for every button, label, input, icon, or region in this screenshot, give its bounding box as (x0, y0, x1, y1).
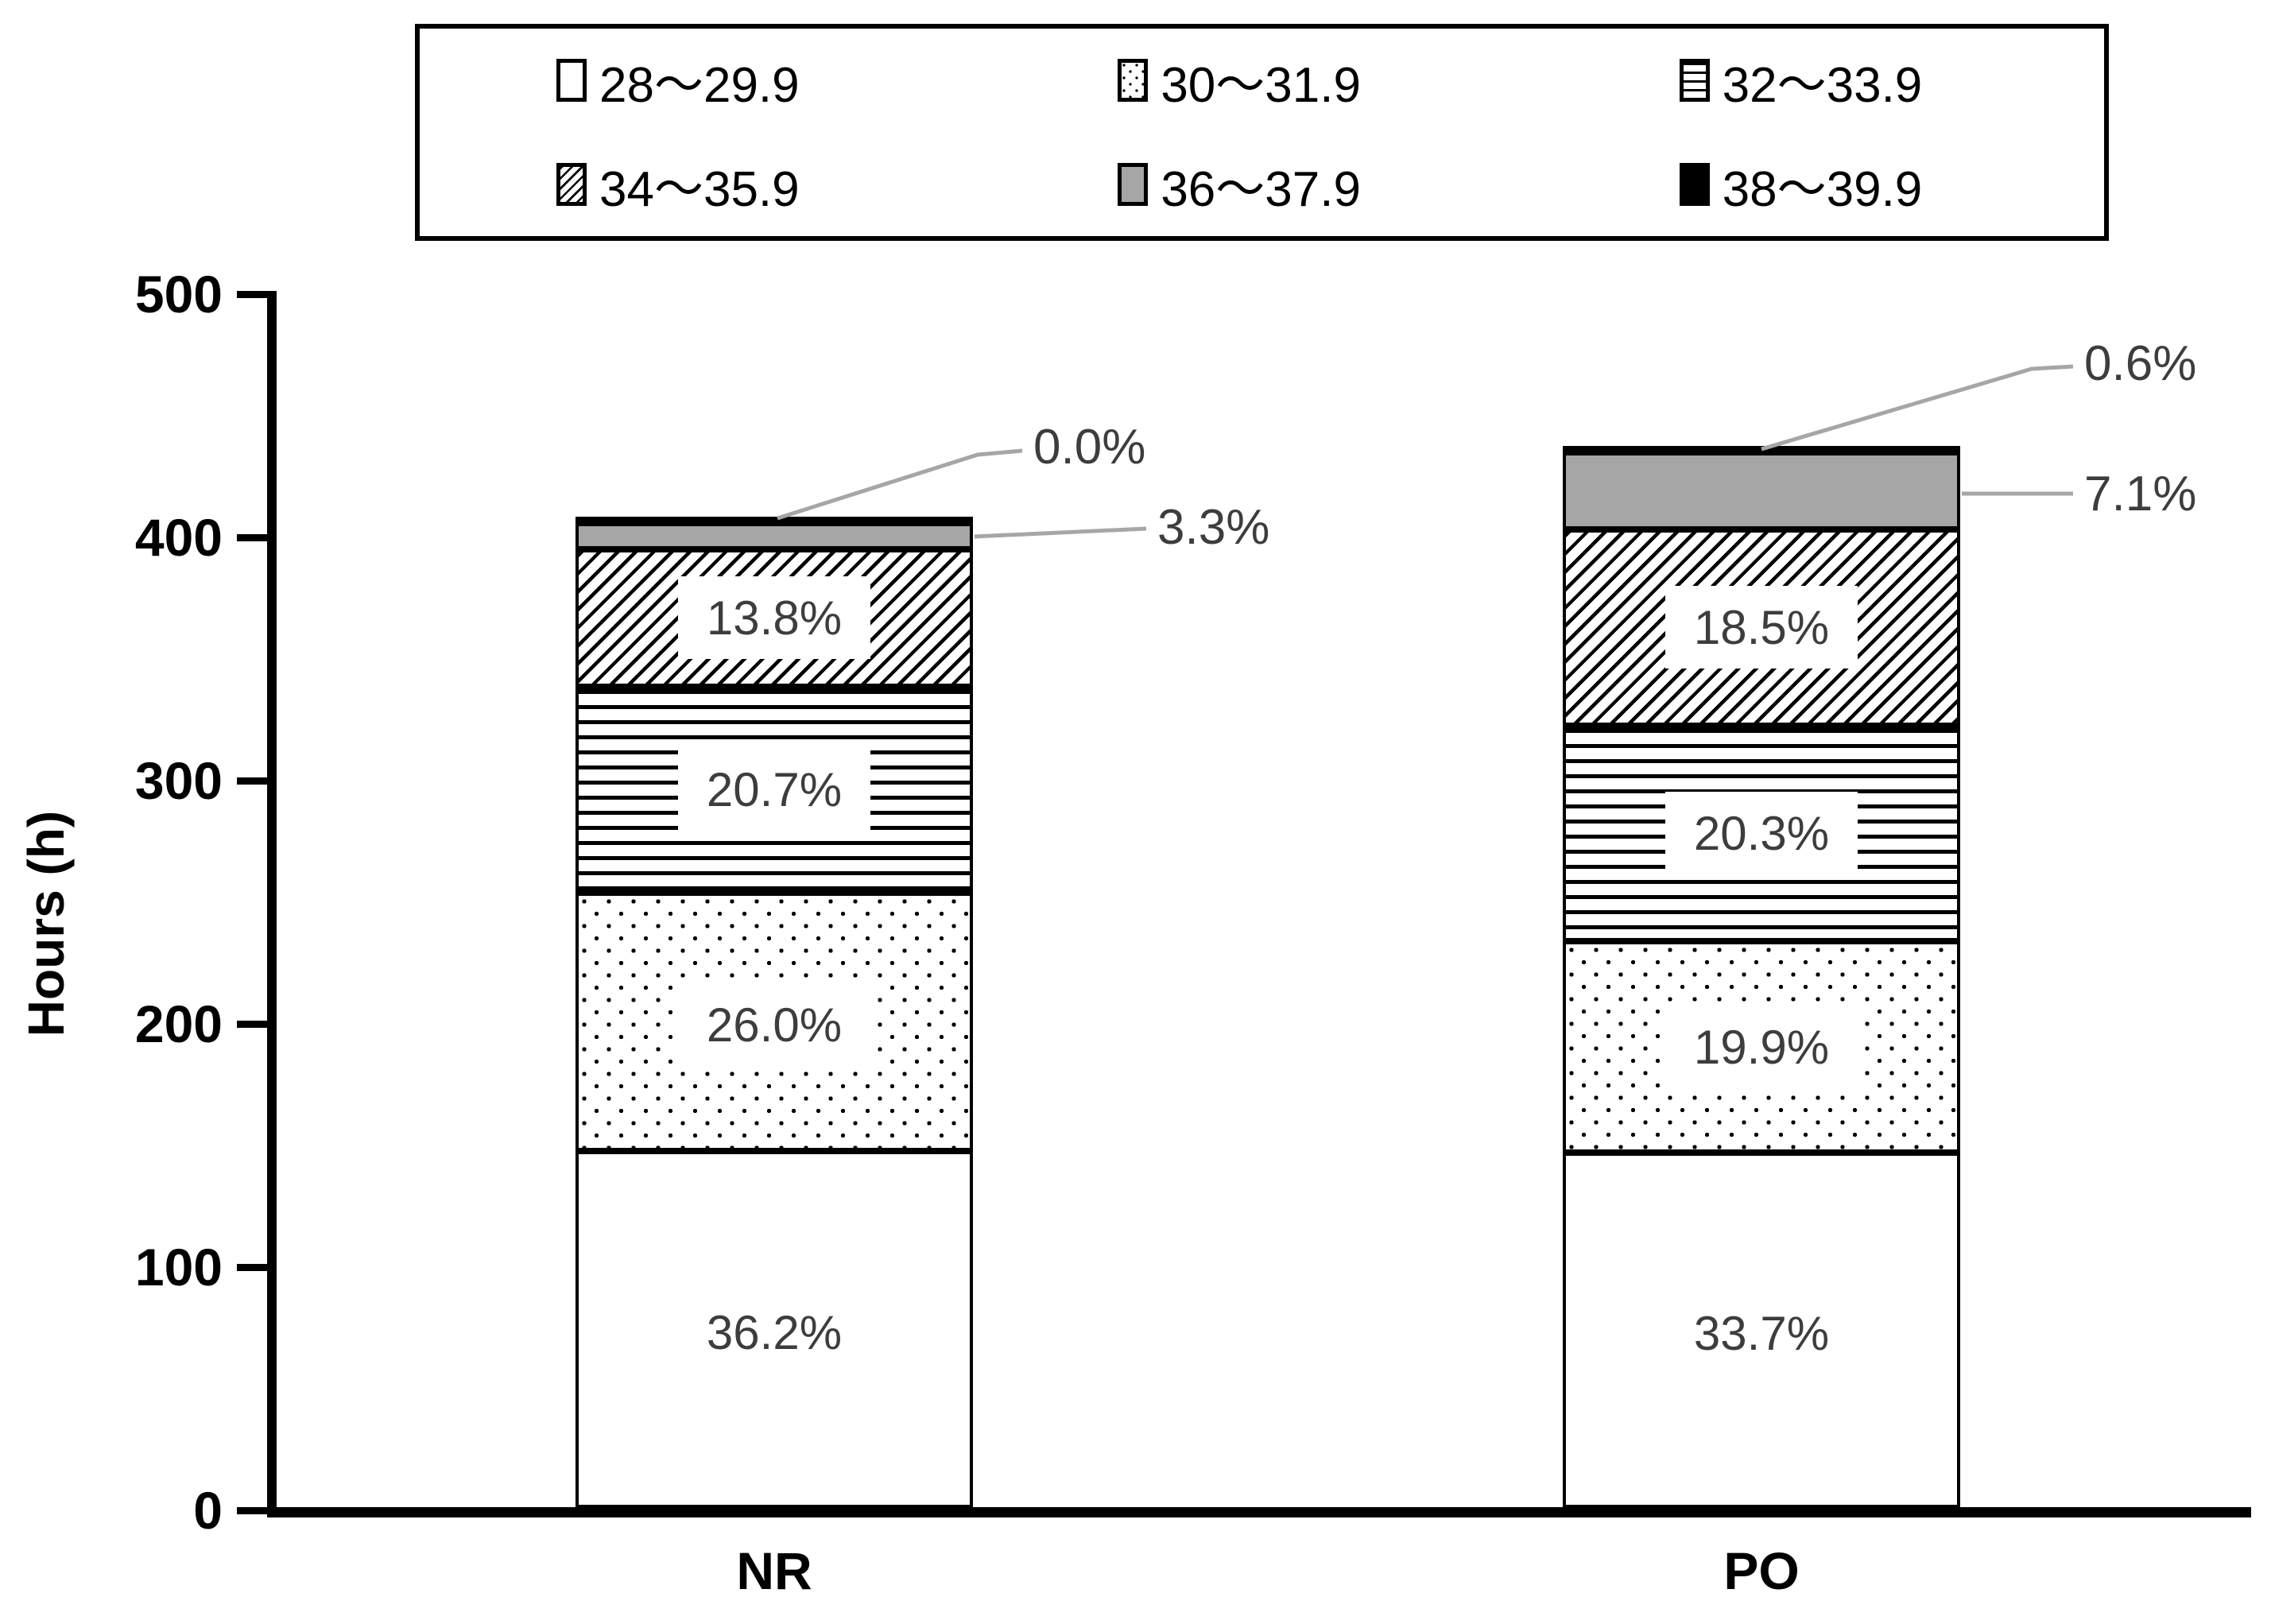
y-tick-label-500: 500 (134, 265, 223, 324)
y-tick-label-200: 200 (134, 994, 223, 1053)
y-tick-label-100: 100 (134, 1238, 223, 1296)
nr-label-hlines-segment: 20.7% (678, 748, 870, 831)
nr-label-hatch-segment: 13.8% (678, 576, 870, 659)
po-label-hatch-segment: 18.5% (1665, 586, 1858, 669)
y-tick-100 (237, 1264, 267, 1271)
nr-label-dots-segment: 26.0% (678, 983, 870, 1066)
legend-label: 28〜29.9 (599, 58, 800, 114)
x-tick-label-po: PO (1723, 1541, 1800, 1600)
legend-item-28-29.9: 28〜29.9 (420, 29, 981, 133)
legend-label: 32〜33.9 (1722, 58, 1923, 114)
y-tick-500 (237, 291, 267, 298)
legend-swatch-horizontal-lines-icon (1679, 59, 1710, 103)
y-tick-300 (237, 777, 267, 785)
y-tick-label-400: 400 (134, 508, 223, 567)
po-callout-gray-label: 7.1% (2084, 467, 2197, 521)
legend-label: 38〜39.9 (1722, 161, 1923, 217)
x-tick-label-nr: NR (736, 1541, 812, 1600)
y-tick-label-0: 0 (193, 1481, 223, 1540)
legend-item-36-37.9: 36〜37.9 (981, 133, 1542, 237)
nr-segment-36-37.9-gray-with-black-cap (576, 517, 973, 549)
y-tick-400 (237, 534, 267, 541)
legend-swatch-diagonal-hatch-icon (556, 162, 587, 206)
po-label-hlines-segment: 20.3% (1665, 792, 1858, 874)
legend-item-34-35.9: 34〜35.9 (420, 133, 981, 237)
po-segment-36-37.9-gray-with-black-cap (1563, 446, 1960, 529)
legend-item-32-33.9: 32〜33.9 (1543, 29, 2104, 133)
y-tick-label-300: 300 (134, 751, 223, 810)
y-tick-0 (237, 1507, 267, 1514)
nr-black-callout-leader-line (777, 448, 1023, 521)
legend-box: 28〜29.9 30〜31.9 32〜33.9 34〜35.9 36〜37.9 … (415, 24, 2109, 241)
legend-item-38-39.9: 38〜39.9 (1543, 133, 2104, 237)
nr-label-white-segment: 36.2% (678, 1291, 870, 1374)
y-axis-line (267, 291, 277, 1515)
y-tick-200 (237, 1021, 267, 1028)
nr-callout-black-label: 0.0% (1033, 420, 1146, 475)
po-label-white-segment: 33.7% (1665, 1292, 1858, 1374)
legend-swatch-solid-black-icon (1679, 162, 1710, 206)
legend-label: 36〜37.9 (1161, 161, 1361, 217)
po-label-dots-segment: 19.9% (1665, 1006, 1858, 1088)
legend-label: 30〜31.9 (1161, 58, 1361, 114)
legend-item-30-31.9: 30〜31.9 (981, 29, 1542, 133)
nr-gray-callout-leader-line (974, 526, 1147, 539)
legend-swatch-plain-white-icon (556, 59, 587, 103)
x-axis-line (267, 1507, 2251, 1517)
po-callout-black-label: 0.6% (2084, 336, 2197, 391)
legend-swatch-solid-gray-icon (1118, 162, 1149, 206)
legend-swatch-dots-icon (1118, 59, 1149, 103)
nr-callout-gray-label: 3.3% (1157, 500, 1270, 555)
po-black-callout-leader-line (1761, 364, 2074, 452)
legend-label: 34〜35.9 (599, 161, 800, 217)
